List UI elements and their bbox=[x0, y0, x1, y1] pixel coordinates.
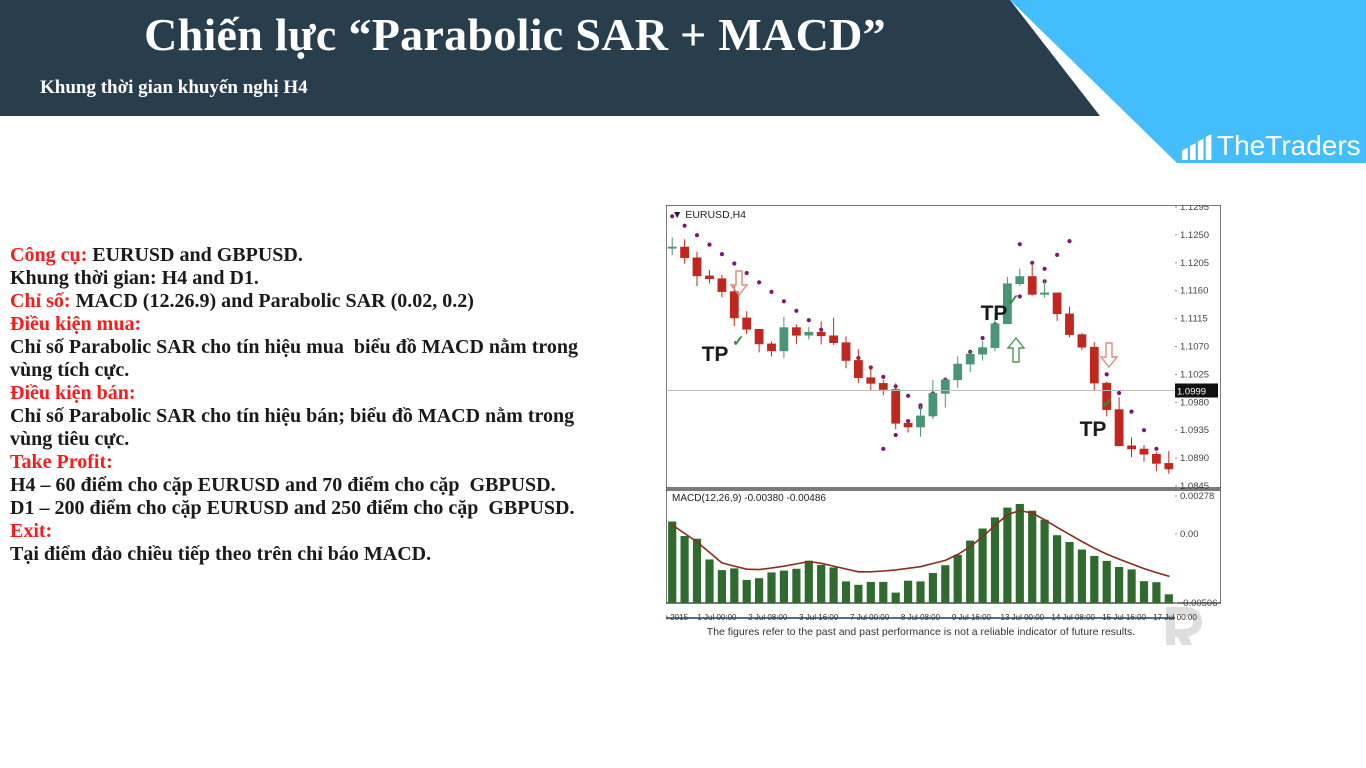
svg-text:1.0999: 1.0999 bbox=[1177, 387, 1206, 398]
svg-text:TP: TP bbox=[702, 343, 729, 366]
svg-text:1.0980: 1.0980 bbox=[1180, 397, 1209, 408]
svg-text:MACD(12,26,9) -0.00380 -0.0048: MACD(12,26,9) -0.00380 -0.00486 bbox=[672, 493, 826, 504]
svg-text:1.1250: 1.1250 bbox=[1180, 230, 1209, 241]
svg-text:1.0935: 1.0935 bbox=[1180, 425, 1209, 436]
svg-text:1.0890: 1.0890 bbox=[1180, 453, 1209, 464]
svg-text:✓: ✓ bbox=[1007, 292, 1020, 309]
svg-text:▼ EURUSD,H4: ▼ EURUSD,H4 bbox=[672, 209, 746, 221]
svg-text:1.1025: 1.1025 bbox=[1180, 369, 1209, 380]
svg-text:1.1070: 1.1070 bbox=[1180, 342, 1209, 353]
svg-text:1.1160: 1.1160 bbox=[1180, 286, 1208, 297]
svg-text:TP: TP bbox=[981, 302, 1008, 325]
svg-text:✓: ✓ bbox=[732, 333, 745, 350]
svg-text:✓: ✓ bbox=[1101, 395, 1114, 412]
svg-text:0.00278: 0.00278 bbox=[1180, 491, 1214, 502]
svg-text:TP: TP bbox=[1080, 418, 1107, 441]
svg-text:1.1295: 1.1295 bbox=[1180, 205, 1209, 213]
svg-text:1.1205: 1.1205 bbox=[1180, 258, 1209, 269]
svg-text:0.00: 0.00 bbox=[1180, 529, 1199, 540]
svg-text:1.1115: 1.1115 bbox=[1180, 314, 1208, 325]
svg-text:The figures refer to the past: The figures refer to the past and past p… bbox=[707, 626, 1135, 638]
